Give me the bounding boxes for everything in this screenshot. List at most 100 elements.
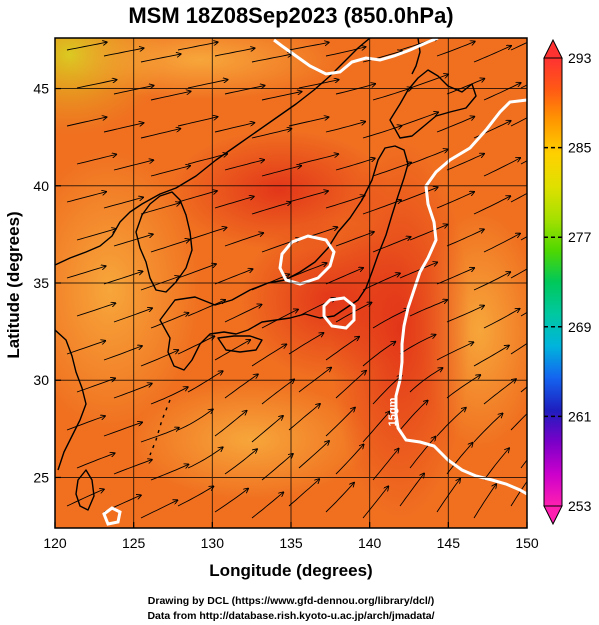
- streamline-155: [473, 484, 496, 519]
- colorbar-bottom-arrow: [543, 505, 563, 526]
- streamline-53: [224, 86, 265, 95]
- streamline-144: [483, 83, 521, 101]
- contour-loop-south: [102, 506, 122, 526]
- streamline-29: [150, 166, 190, 177]
- streamline-128: [409, 437, 436, 469]
- streamline-67: [251, 129, 291, 139]
- y-tick-label: 40: [33, 178, 49, 194]
- x-tick-label: 145: [437, 535, 461, 551]
- streamline-58: [214, 269, 253, 285]
- streamline-97: [325, 268, 363, 285]
- colorbar-ticks: 293 285 277 269 261 253: [544, 50, 592, 514]
- streamline-50: [187, 447, 223, 469]
- streamline-109: [372, 237, 411, 253]
- streamline-30: [140, 203, 180, 215]
- streamline-73: [251, 344, 286, 367]
- streamline-93: [325, 122, 365, 133]
- streamline-120: [409, 149, 448, 165]
- streamline-134: [436, 192, 474, 209]
- streamline-43: [177, 191, 217, 203]
- streamline-81: [298, 154, 338, 165]
- streamline-107: [372, 163, 411, 177]
- streamline-143: [473, 46, 511, 63]
- footer-data-source: Data from http://database.rish.kyoto-u.a…: [147, 610, 434, 622]
- footer-drawing-credit: Drawing by DCL (https://www.gfd-dennou.o…: [148, 595, 434, 607]
- x-tick-label: 135: [279, 535, 303, 551]
- streamline-165: [520, 386, 527, 393]
- streamline-111: [372, 309, 409, 329]
- streamline-126: [409, 368, 443, 393]
- colorbar-tick-label: 261: [568, 408, 592, 424]
- streamline-152: [483, 379, 516, 405]
- streamline-21: [103, 346, 142, 361]
- streamline-31: [150, 240, 190, 253]
- streamline-141: [446, 443, 473, 475]
- colorbar-tick-label: 293: [568, 50, 592, 66]
- streamline-12: [66, 489, 104, 507]
- warm-band-sea-of-japan: [170, 130, 390, 250]
- streamline-4: [66, 192, 106, 203]
- streamline-7: [76, 303, 115, 317]
- streamline-65: [251, 54, 292, 63]
- streamline-138: [436, 342, 473, 361]
- streamline-38: [140, 500, 177, 519]
- streamline-72: [261, 309, 298, 329]
- x-tick-label: 120: [43, 535, 67, 551]
- x-ticks: 120 125 130 135 140 145 150: [43, 522, 539, 551]
- x-tick-label: 125: [122, 535, 146, 551]
- x-axis-label: Longitude (degrees): [209, 561, 372, 580]
- streamline-26: [140, 54, 181, 63]
- streamline-66: [261, 92, 302, 101]
- streamline-132: [436, 117, 474, 133]
- streamline-119: [399, 112, 438, 127]
- streamline-162: [510, 268, 527, 279]
- streamline-39: [177, 42, 218, 51]
- streamline-114: [362, 412, 390, 443]
- streamline-91: [325, 47, 366, 57]
- cool-region-south: [130, 380, 370, 500]
- streamline-100: [335, 371, 366, 399]
- coastlines: [55, 38, 477, 511]
- streamline-42: [187, 154, 227, 165]
- contour-loop-tokai: [322, 296, 356, 330]
- streamline-80: [288, 117, 329, 127]
- coast-honshu: [159, 145, 409, 371]
- streamline-156: [510, 41, 527, 51]
- streamline-164: [510, 342, 527, 355]
- streamline-19: [103, 271, 143, 285]
- y-ticks: 25 30 35 40 45: [33, 81, 61, 485]
- streamline-36: [140, 428, 179, 443]
- streamline-11: [76, 453, 115, 469]
- streamline-84: [288, 263, 327, 279]
- streamline-103: [325, 483, 354, 513]
- streamline-125: [399, 335, 436, 355]
- streamline-101: [325, 408, 355, 437]
- streamline-140: [436, 408, 466, 437]
- streamline-158: [510, 117, 527, 127]
- y-tick-label: 35: [33, 275, 49, 291]
- colorbar-top-arrow: [543, 38, 563, 59]
- streamline-92: [335, 84, 375, 95]
- streamline-5: [76, 229, 116, 241]
- streamline-146: [483, 158, 520, 177]
- coast-mainland: [55, 38, 371, 266]
- streamline-27: [150, 91, 191, 101]
- streamline-24: [113, 460, 152, 475]
- colorbar-tick-label: 269: [568, 319, 592, 335]
- coast-taiwan: [75, 469, 95, 511]
- streamline-167: [520, 459, 527, 469]
- streamline-121: [399, 187, 438, 203]
- streamline-62: [214, 411, 247, 437]
- x-tick-label: 130: [201, 535, 225, 551]
- x-tick-label: 150: [515, 535, 539, 551]
- streamline-130: [436, 42, 475, 57]
- streamline-59: [224, 305, 262, 323]
- y-tick-label: 25: [33, 469, 49, 485]
- coast-shikoku: [217, 335, 263, 353]
- streamline-35: [150, 387, 188, 405]
- streamline-40: [187, 80, 228, 89]
- streamline-52: [214, 48, 255, 57]
- streamline-160: [510, 192, 527, 203]
- streamline-17: [103, 197, 143, 209]
- streamline-6: [66, 266, 106, 279]
